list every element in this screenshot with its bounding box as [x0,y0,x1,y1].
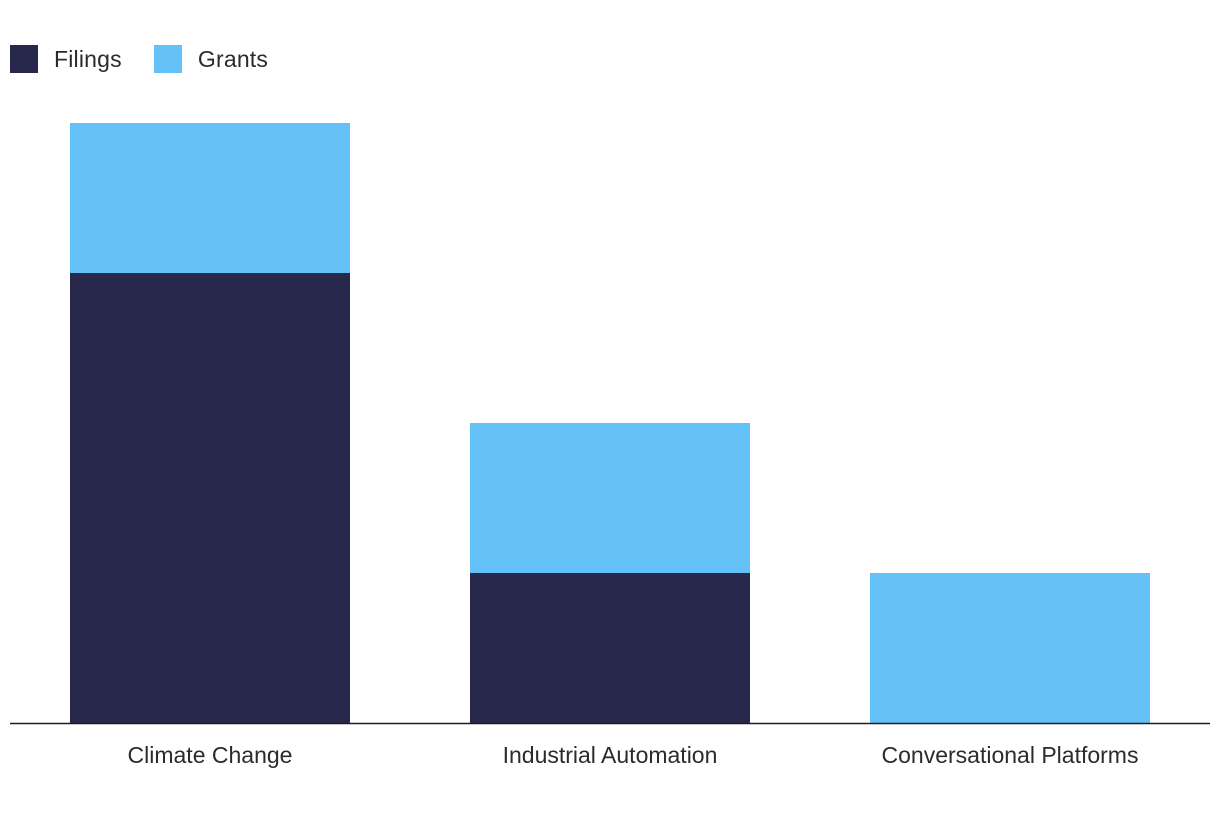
legend: Filings Grants [10,44,300,74]
bars-group [70,123,1150,723]
bar-filings-industrial-automation [470,573,750,723]
bar-filings-climate-change [70,273,350,723]
legend-item-grants: Grants [153,45,269,73]
bar-grants-industrial-automation [470,423,750,573]
x-tick-label: Conversational Platforms [882,742,1139,768]
x-tick-label: Industrial Automation [503,742,718,768]
legend-swatch-grants [153,45,182,73]
bar-grants-conversational-platforms [870,573,1150,723]
legend-label-filings: Filings [54,45,122,72]
x-tick-label: Climate Change [128,742,293,768]
bar-grants-climate-change [70,123,350,273]
legend-item-filings: Filings [10,45,122,73]
legend-swatch-filings [10,45,38,73]
legend-label-grants: Grants [197,45,269,72]
x-tick-labels: Climate Change Industrial Automation Conve… [128,742,1139,768]
